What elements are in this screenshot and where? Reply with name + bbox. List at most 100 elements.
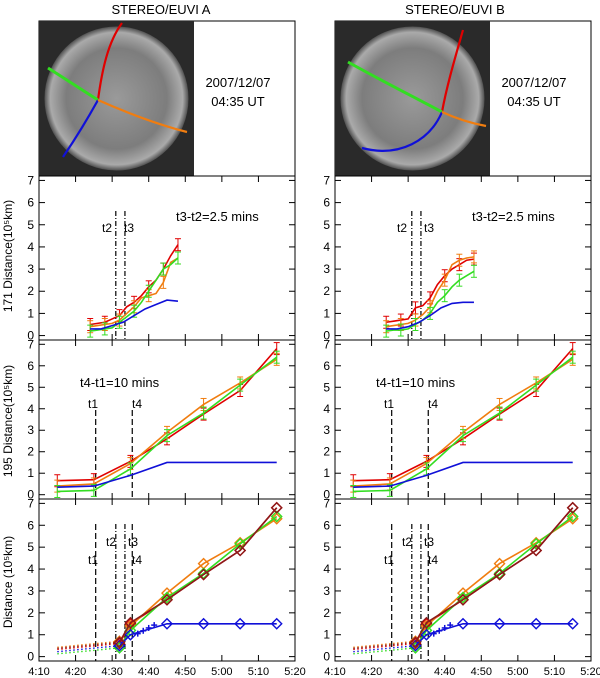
label-t4: t4 <box>428 553 438 567</box>
y-tick-label: 2 <box>323 445 330 459</box>
image-date: 2007/12/07 <box>501 75 566 90</box>
label-t3: t3 <box>124 221 134 235</box>
y-tick-label: 2 <box>27 284 34 298</box>
x-tick-label: 5:10 <box>248 666 269 678</box>
label-t2: t2 <box>106 535 116 549</box>
y-tick-label: 6 <box>323 359 330 373</box>
data-point-orange <box>566 512 579 525</box>
image-date: 2007/12/07 <box>205 75 270 90</box>
y-tick-label: 1 <box>323 306 330 320</box>
series-line-dark_red <box>118 507 278 643</box>
y-tick-label: 5 <box>323 380 330 394</box>
y-tick-label: 7 <box>323 173 330 187</box>
data-point-dark_red <box>197 568 210 581</box>
image-time: 04:35 UT <box>507 94 561 109</box>
data-point-orange <box>113 635 126 648</box>
plot-frame <box>38 339 296 500</box>
y-tick-label: 5 <box>27 540 34 554</box>
data-point-dark_red <box>409 636 422 649</box>
data-point-blue <box>197 617 210 630</box>
plot-frame <box>334 339 592 500</box>
sun-disk <box>340 26 485 171</box>
red-loop-track <box>440 29 465 113</box>
label-t2: t2 <box>402 535 412 549</box>
euvi-a-image-panel: 2007/12/07 04:35 UT <box>38 20 296 177</box>
annotation-t3-t2: t3-t2=2.5 mins <box>472 209 555 224</box>
x-tick-label: 4:10 <box>324 666 345 678</box>
series-line-blue <box>57 461 277 488</box>
y-tick-label: 3 <box>27 584 34 598</box>
data-point-blue <box>457 617 469 630</box>
data-point-green <box>409 641 422 654</box>
image-time: 04:35 UT <box>211 94 265 109</box>
y-tick-label: 2 <box>27 445 34 459</box>
y-tick-label: 6 <box>323 518 330 532</box>
series-line-orange <box>118 518 278 642</box>
plot-171-euvi-b: 0 1 2 3 4 5 6 7 <box>323 173 592 343</box>
y-tick-label: 6 <box>27 518 34 532</box>
y-tick-label: 3 <box>27 262 34 276</box>
red-loop-track <box>96 22 123 101</box>
plot-frame <box>334 498 592 662</box>
y-tick-label: 3 <box>323 423 330 437</box>
x-tick-label: 5:20 <box>284 666 305 678</box>
extrapolation-green <box>353 647 416 655</box>
y-tick-label: 5 <box>323 540 330 554</box>
label-t3: t3 <box>424 535 434 549</box>
green-loop-track <box>47 66 99 102</box>
y-tick-label: 2 <box>323 284 330 298</box>
extrapolation-orange <box>57 640 120 648</box>
data-point-green <box>566 510 579 523</box>
data-point-blue <box>124 628 137 641</box>
data-point-blue <box>420 628 433 641</box>
blue-loop-track <box>62 99 99 158</box>
y-tick-label: 0 <box>323 329 330 343</box>
orange-loop-track <box>441 111 487 128</box>
y-tick-label: 4 <box>27 402 34 416</box>
data-point-blue <box>493 617 506 630</box>
x-tick-label: 4:20 <box>65 666 86 678</box>
x-tick-label: 4:40 <box>434 666 455 678</box>
y-tick-label: 3 <box>323 584 330 598</box>
label-t3: t3 <box>128 535 138 549</box>
y-tick-label: 6 <box>27 359 34 373</box>
annotation-t4-t1: t4-t1=10 mins <box>376 375 456 390</box>
column-title-a: STEREO/EUVI A <box>112 2 211 17</box>
plot-combined-euvi-a: 0 1 2 3 4 5 6 7 4:10 4:20 4:30 4:40 4:50 5:00 5:10 5:20 <box>27 496 305 678</box>
x-tick-label: 5:00 <box>507 666 528 678</box>
y-tick-label: 0 <box>27 329 34 343</box>
data-point-blue <box>270 617 283 630</box>
data-point-blue <box>161 617 173 630</box>
extrapolation-red <box>353 642 416 651</box>
data-point-green <box>113 641 126 654</box>
series-line-green <box>90 257 179 332</box>
series-line-blue <box>386 301 474 330</box>
x-tick-label: 5:00 <box>211 666 232 678</box>
annotation-t4-t1: t4-t1=10 mins <box>80 375 160 390</box>
x-tick-label: 4:50 <box>471 666 492 678</box>
data-point-green <box>161 591 173 604</box>
series-line-blue <box>118 622 277 647</box>
y-tick-label: 7 <box>27 173 34 187</box>
y-tick-label: 1 <box>323 628 330 642</box>
x-tick-label: 4:10 <box>28 666 49 678</box>
data-point-dark_red <box>234 544 247 557</box>
extrapolation-blue <box>57 644 120 653</box>
label-t1: t1 <box>384 397 394 411</box>
label-t3: t3 <box>424 221 434 235</box>
series-line-red <box>57 348 278 482</box>
x-tick-label: 4:30 <box>397 666 418 678</box>
y-tick-label: 0 <box>27 650 34 664</box>
series-line-blue <box>90 299 179 330</box>
x-tick-label: 5:10 <box>544 666 565 678</box>
plot-frame <box>38 175 296 341</box>
series-line-blue <box>414 622 573 647</box>
label-t1: t1 <box>88 397 98 411</box>
y-tick-label: 7 <box>323 496 330 510</box>
orange-loop-track <box>97 98 188 134</box>
data-point-orange <box>409 635 422 648</box>
y-tick-label: 5 <box>323 218 330 232</box>
y-tick-label: 6 <box>323 196 330 210</box>
sun-disk <box>44 26 189 171</box>
